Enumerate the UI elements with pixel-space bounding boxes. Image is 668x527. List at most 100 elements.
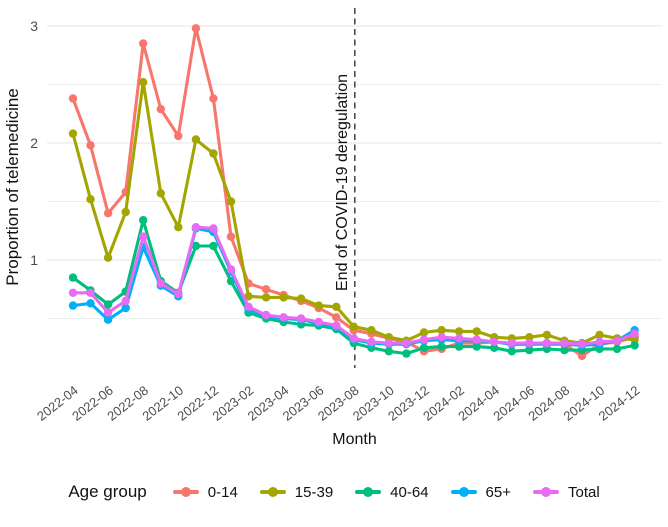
data-point bbox=[103, 308, 113, 317]
data-point bbox=[296, 314, 306, 323]
data-point bbox=[103, 315, 113, 324]
data-point bbox=[367, 326, 376, 335]
data-point bbox=[174, 289, 183, 299]
data-point bbox=[419, 343, 429, 352]
legend-key-icon bbox=[355, 486, 382, 498]
series-0-14 bbox=[68, 24, 639, 361]
data-point bbox=[86, 299, 95, 308]
data-point bbox=[174, 131, 183, 141]
data-point bbox=[630, 329, 639, 338]
data-point bbox=[191, 241, 201, 251]
y-tick-label: 1 bbox=[30, 252, 38, 268]
data-point bbox=[139, 216, 148, 225]
y-tick-label: 3 bbox=[30, 18, 38, 34]
data-point bbox=[68, 273, 78, 282]
legend-label: 15-39 bbox=[294, 483, 334, 501]
data-point bbox=[139, 232, 148, 241]
data-point bbox=[349, 322, 358, 331]
data-point bbox=[68, 129, 78, 138]
series-line bbox=[71, 80, 637, 345]
data-point bbox=[577, 351, 587, 361]
legend-key-icon bbox=[450, 486, 477, 498]
data-point bbox=[121, 207, 130, 217]
data-point bbox=[103, 253, 113, 262]
data-point bbox=[525, 333, 534, 342]
data-point bbox=[174, 223, 183, 232]
data-point bbox=[191, 24, 201, 33]
data-point bbox=[332, 302, 341, 311]
data-point bbox=[332, 313, 341, 322]
data-point bbox=[121, 296, 130, 306]
legend-title: Age group bbox=[68, 482, 147, 501]
data-point bbox=[560, 345, 569, 355]
legend-label: 40-64 bbox=[390, 483, 429, 501]
data-point bbox=[402, 349, 411, 358]
data-point bbox=[577, 340, 587, 349]
data-point bbox=[279, 313, 288, 322]
data-point bbox=[226, 232, 236, 241]
data-point bbox=[68, 288, 78, 297]
data-point bbox=[472, 335, 481, 344]
legend: Age group 0-14 15-39 40-64 65+ Total bbox=[0, 468, 668, 516]
data-point bbox=[209, 241, 218, 251]
data-point bbox=[261, 293, 271, 302]
data-point bbox=[437, 326, 446, 335]
data-point bbox=[156, 279, 165, 288]
data-point bbox=[454, 342, 464, 351]
legend-key-icon bbox=[259, 486, 286, 498]
data-point bbox=[472, 327, 481, 336]
data-point bbox=[542, 338, 552, 348]
data-point bbox=[261, 310, 271, 320]
y-axis-labels: 1 2 3 bbox=[30, 18, 38, 268]
legend-item-15-39: 15-39 bbox=[259, 483, 334, 501]
legend-label: 65+ bbox=[485, 483, 511, 501]
legend-key-icon bbox=[533, 486, 559, 498]
data-point bbox=[419, 328, 429, 337]
data-point bbox=[454, 334, 464, 343]
data-point bbox=[332, 321, 341, 330]
data-point bbox=[542, 330, 552, 340]
data-point bbox=[490, 337, 499, 347]
data-point bbox=[437, 333, 446, 342]
legend-item-65+: 65+ bbox=[450, 483, 511, 501]
y-tick-label: 2 bbox=[30, 135, 38, 151]
data-point bbox=[226, 265, 236, 274]
data-point bbox=[437, 342, 446, 351]
data-point bbox=[472, 342, 481, 351]
data-point bbox=[507, 338, 516, 348]
y-axis-title: Proportion of telemedicine bbox=[3, 88, 22, 286]
data-point bbox=[156, 104, 165, 114]
data-point bbox=[595, 337, 604, 347]
data-point bbox=[68, 301, 78, 310]
data-point bbox=[560, 338, 569, 348]
data-point bbox=[314, 301, 323, 310]
data-point bbox=[507, 347, 516, 356]
data-point bbox=[630, 335, 639, 344]
data-point bbox=[103, 300, 113, 309]
data-point bbox=[121, 303, 130, 313]
data-point bbox=[384, 347, 394, 356]
data-point bbox=[612, 336, 622, 345]
data-point bbox=[209, 149, 218, 158]
data-point bbox=[490, 343, 499, 352]
legend-key-icon bbox=[172, 486, 199, 498]
data-point bbox=[139, 78, 148, 87]
data-point bbox=[612, 344, 622, 354]
data-point bbox=[261, 285, 271, 294]
data-point bbox=[191, 223, 201, 232]
data-point bbox=[367, 337, 376, 347]
data-point bbox=[244, 302, 253, 311]
data-point bbox=[630, 341, 639, 350]
data-point bbox=[454, 327, 464, 336]
data-point bbox=[314, 317, 323, 327]
data-point bbox=[103, 209, 113, 218]
x-axis-title: Month bbox=[332, 431, 376, 448]
data-point bbox=[279, 293, 288, 302]
x-axis-labels: 2022-042022-062022-082022-102022-122023-… bbox=[34, 383, 642, 424]
data-point bbox=[419, 335, 429, 344]
legend-label: 0-14 bbox=[207, 483, 238, 501]
data-point bbox=[384, 338, 394, 348]
data-point bbox=[244, 292, 253, 301]
